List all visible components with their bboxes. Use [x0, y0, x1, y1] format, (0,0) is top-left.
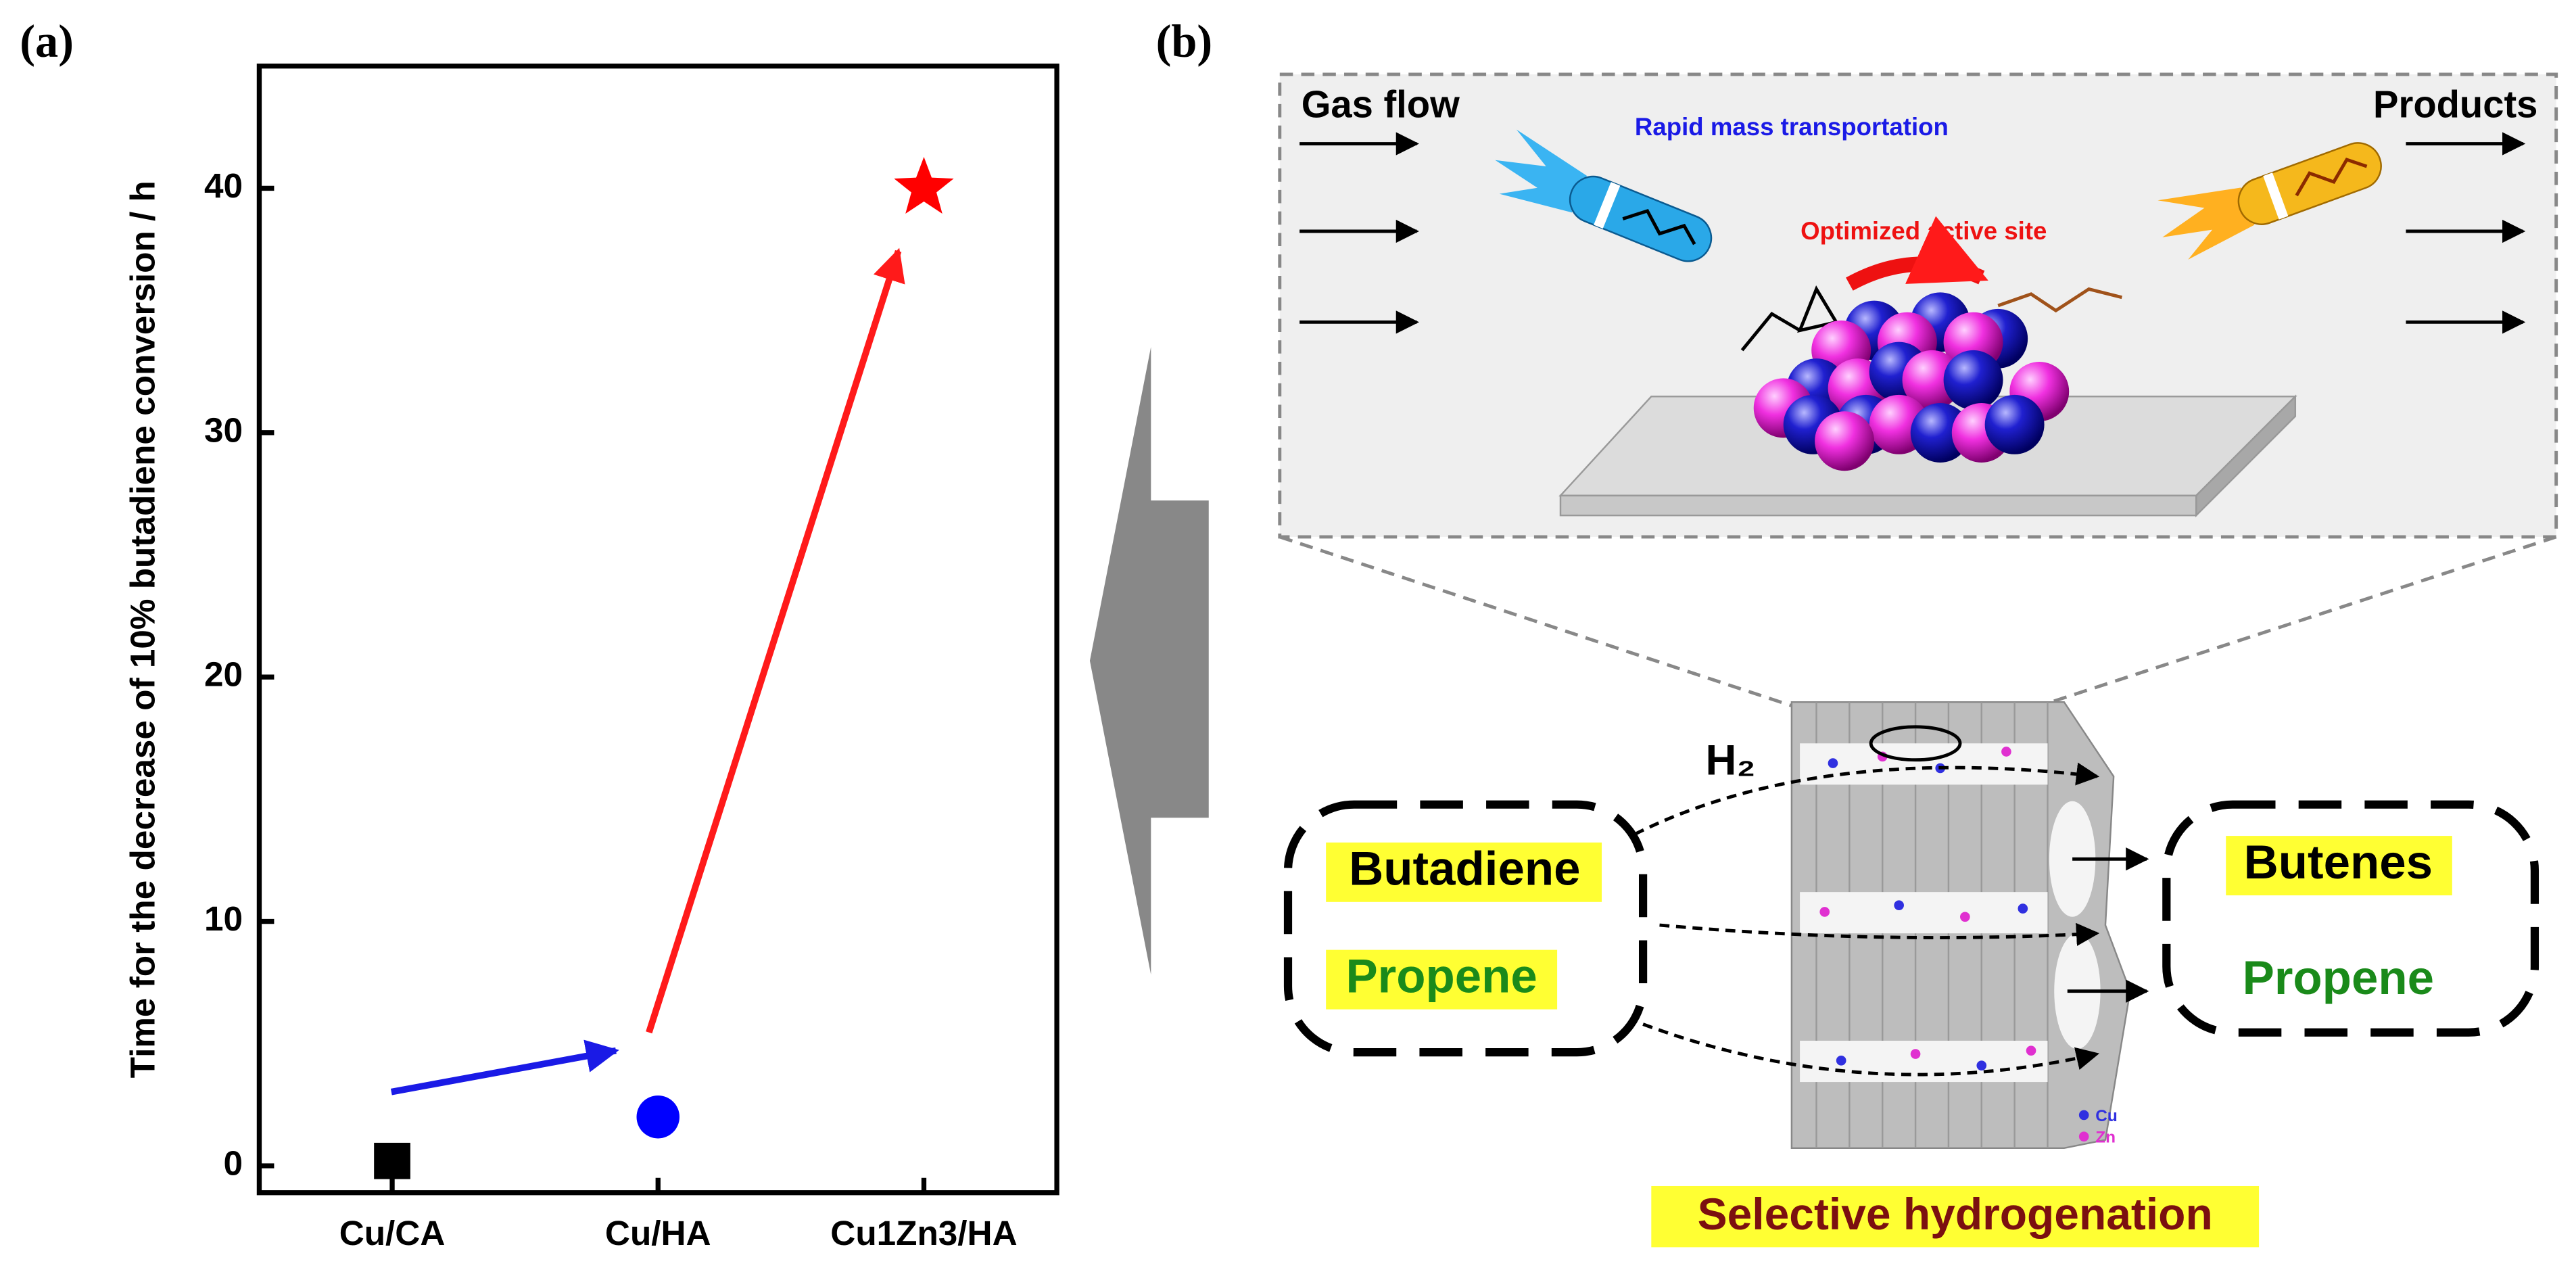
panel-label: (a) — [20, 16, 74, 67]
flow-paths — [1633, 762, 2100, 1077]
y-tick-label: 20 — [204, 655, 243, 694]
y-tick-label: 30 — [204, 410, 243, 449]
plot-area: 0 10 20 30 40 Cu/CA Cu/HA Cu1Zn3/HA — [204, 64, 1059, 1252]
highlight — [1326, 842, 1602, 902]
molecule — [1740, 311, 1801, 352]
product-label: Propene — [2243, 951, 2434, 1005]
rapid-label: Rapid mass transportation — [1635, 113, 1949, 141]
highlight — [2226, 836, 2452, 896]
particles — [1819, 747, 2089, 1142]
x-tick-label: Cu/HA — [605, 1214, 711, 1252]
feed-label: Butadiene — [1349, 843, 1580, 896]
legend-label: Cu — [2095, 1107, 2118, 1125]
axes-frame — [256, 64, 1059, 1196]
x-tick-label: Cu/CA — [339, 1214, 446, 1252]
cluster — [1753, 292, 2070, 471]
zoom-line — [1959, 535, 2557, 734]
marker — [894, 156, 954, 214]
support — [2195, 394, 2297, 518]
product-label: Butenes — [2244, 836, 2433, 889]
highlight — [1651, 1185, 2260, 1248]
h2-label: H₂ — [1706, 736, 1756, 784]
trend-arrow — [390, 1039, 619, 1096]
capsule — [1495, 129, 1713, 262]
capsule — [2157, 142, 2382, 260]
zoom-ellipse — [1869, 725, 1962, 762]
flow-arrows — [1299, 132, 2526, 334]
y-tick-label: 40 — [204, 166, 243, 205]
y-tick-label: 0 — [223, 1144, 243, 1183]
highlight — [1326, 949, 1558, 1010]
product-box — [2162, 800, 2539, 1037]
x-tick-label: Cu1Zn3/HA — [830, 1214, 1017, 1252]
feed-label: Propene — [1345, 949, 1537, 1003]
trend-arrow — [646, 248, 905, 1034]
marker — [374, 1142, 410, 1179]
support — [1559, 494, 2197, 517]
y-tick-label: 10 — [204, 899, 243, 938]
y-axis-label: Time for the decrease of 10% butadiene c… — [123, 181, 162, 1078]
zoom-line — [1279, 535, 1871, 734]
pointer-arrow — [1089, 347, 1209, 975]
optimized-label: Optimized active site — [1800, 217, 2047, 245]
caption: Selective hydrogenation — [1698, 1189, 2213, 1239]
legend-label: Zn — [2095, 1129, 2116, 1147]
products-label: Products — [2373, 83, 2537, 126]
site-arrow — [1846, 216, 1988, 291]
molecule — [1797, 285, 1839, 333]
marker — [636, 1095, 680, 1139]
panel-label: (b) — [1156, 16, 1213, 67]
molecule — [1997, 287, 2122, 313]
feed-box — [1283, 800, 1648, 1057]
gas-flow-label: Gas flow — [1302, 83, 1460, 126]
